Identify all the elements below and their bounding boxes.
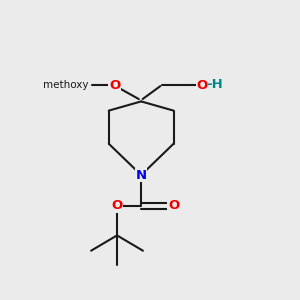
Text: methoxy: methoxy: [43, 80, 88, 90]
Text: O: O: [111, 200, 123, 212]
Text: -H: -H: [206, 78, 223, 91]
Text: O: O: [168, 200, 179, 212]
Text: N: N: [136, 169, 147, 182]
Text: O: O: [109, 79, 120, 92]
Text: O: O: [196, 79, 208, 92]
